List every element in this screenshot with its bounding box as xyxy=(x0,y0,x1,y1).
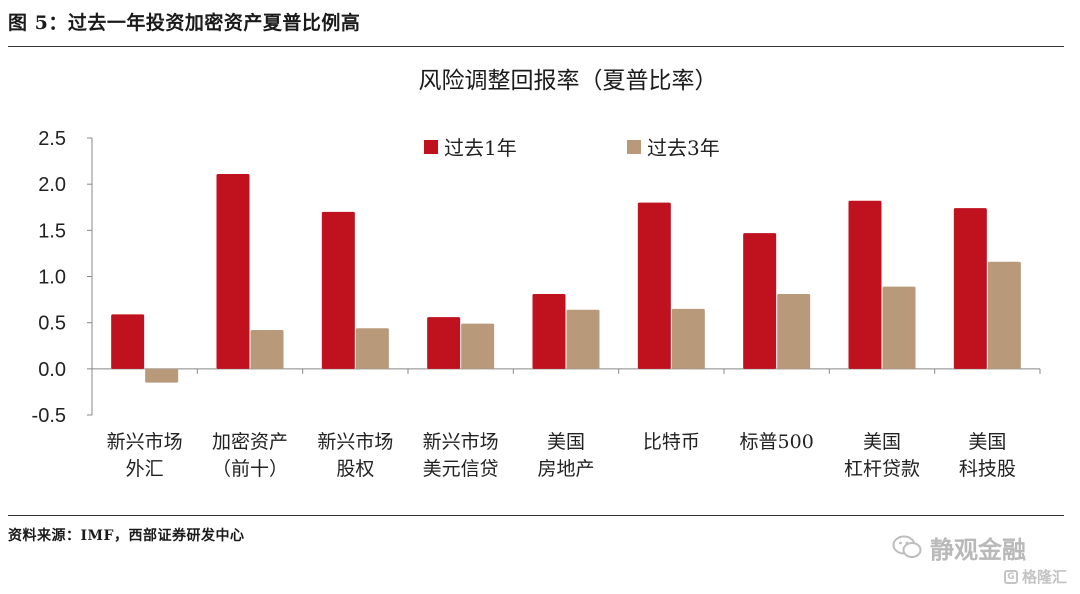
brand-logo-icon: G xyxy=(1004,569,1018,584)
bar-past-3-years xyxy=(777,294,811,369)
chart-axes: 2.5 2.0 1.5 1.0 0.5 0.0 -0.5 xyxy=(32,128,1041,427)
x-tick-label: 房地产 xyxy=(537,458,594,480)
bar-past-1-year xyxy=(321,211,355,369)
bar-past-3-years xyxy=(250,330,284,369)
bar-past-3-years xyxy=(987,261,1021,369)
bar-past-1-year xyxy=(532,294,566,369)
bar-past-3-years xyxy=(355,328,389,369)
top-divider xyxy=(8,46,1064,47)
chart-title: 风险调整回报率（夏普比率） xyxy=(419,68,718,94)
wechat-icon xyxy=(892,535,922,558)
x-tick-label: 杠杆贷款 xyxy=(844,458,920,480)
bar-past-1-year xyxy=(953,208,987,369)
x-tick-label: 新兴市场 xyxy=(423,431,499,453)
x-tick-label: 加密资产 xyxy=(212,431,288,453)
y-tick-label: 2.5 xyxy=(38,128,66,150)
bar-past-3-years xyxy=(145,368,179,383)
x-tick-label: 比特币 xyxy=(643,431,700,453)
bar-past-1-year xyxy=(427,317,461,369)
y-tick-label: 0.0 xyxy=(38,359,66,381)
bar-chart: 风险调整回报率（夏普比率） 2.5 2.0 1.5 1.0 0.5 0.0 -0.5 新兴市… xyxy=(32,68,1041,480)
watermark-secondary-text: 格隆汇 xyxy=(1022,568,1068,586)
y-tick-label: 1.5 xyxy=(38,220,66,242)
bar-past-1-year xyxy=(637,202,671,369)
chart-bars xyxy=(111,174,1021,383)
watermark-text: 静观金融 xyxy=(930,535,1026,564)
bottom-divider xyxy=(8,515,1064,516)
y-tick-label: 1.0 xyxy=(38,267,66,289)
x-tick-label: 股权 xyxy=(336,458,374,480)
x-tick-label: 新兴市场 xyxy=(317,431,393,453)
bar-past-1-year xyxy=(848,200,882,369)
x-tick-label: 新兴市场 xyxy=(107,431,183,453)
x-tick-label: 美国 xyxy=(547,431,585,453)
x-tick-label: 美国 xyxy=(968,431,1006,453)
watermark: 静观金融 xyxy=(892,530,1026,564)
x-tick-label: 科技股 xyxy=(959,458,1016,480)
x-tick-label: 标普500 xyxy=(740,431,814,453)
chart-legend: 过去1年 过去3年 xyxy=(424,136,720,160)
watermark-secondary: G 格隆汇 xyxy=(1004,566,1067,587)
bar-past-1-year xyxy=(216,174,250,369)
legend-swatch-3-years xyxy=(627,140,641,154)
bar-past-3-years xyxy=(882,286,916,369)
y-tick-label: 0.5 xyxy=(38,313,66,335)
bar-past-3-years xyxy=(671,308,705,369)
y-tick-label: -0.5 xyxy=(32,405,66,427)
x-tick-label: 美国 xyxy=(863,431,901,453)
x-tick-label: （前十） xyxy=(212,458,288,480)
x-tick-label: 美元信贷 xyxy=(423,458,499,480)
legend-label-1-year: 过去1年 xyxy=(444,136,517,160)
source-note: 资料来源：IMF，西部证券研发中心 xyxy=(8,528,245,544)
legend-label-3-years: 过去3年 xyxy=(647,136,720,160)
figure-title: 图 5：过去一年投资加密资产夏普比例高 xyxy=(8,12,361,34)
bar-past-1-year xyxy=(111,314,145,369)
y-tick-label: 2.0 xyxy=(38,174,66,196)
bar-past-1-year xyxy=(743,233,777,369)
bar-past-3-years xyxy=(566,309,600,369)
x-tick-label: 外汇 xyxy=(126,458,164,480)
bar-past-3-years xyxy=(461,323,495,369)
legend-swatch-1-year xyxy=(424,140,438,154)
